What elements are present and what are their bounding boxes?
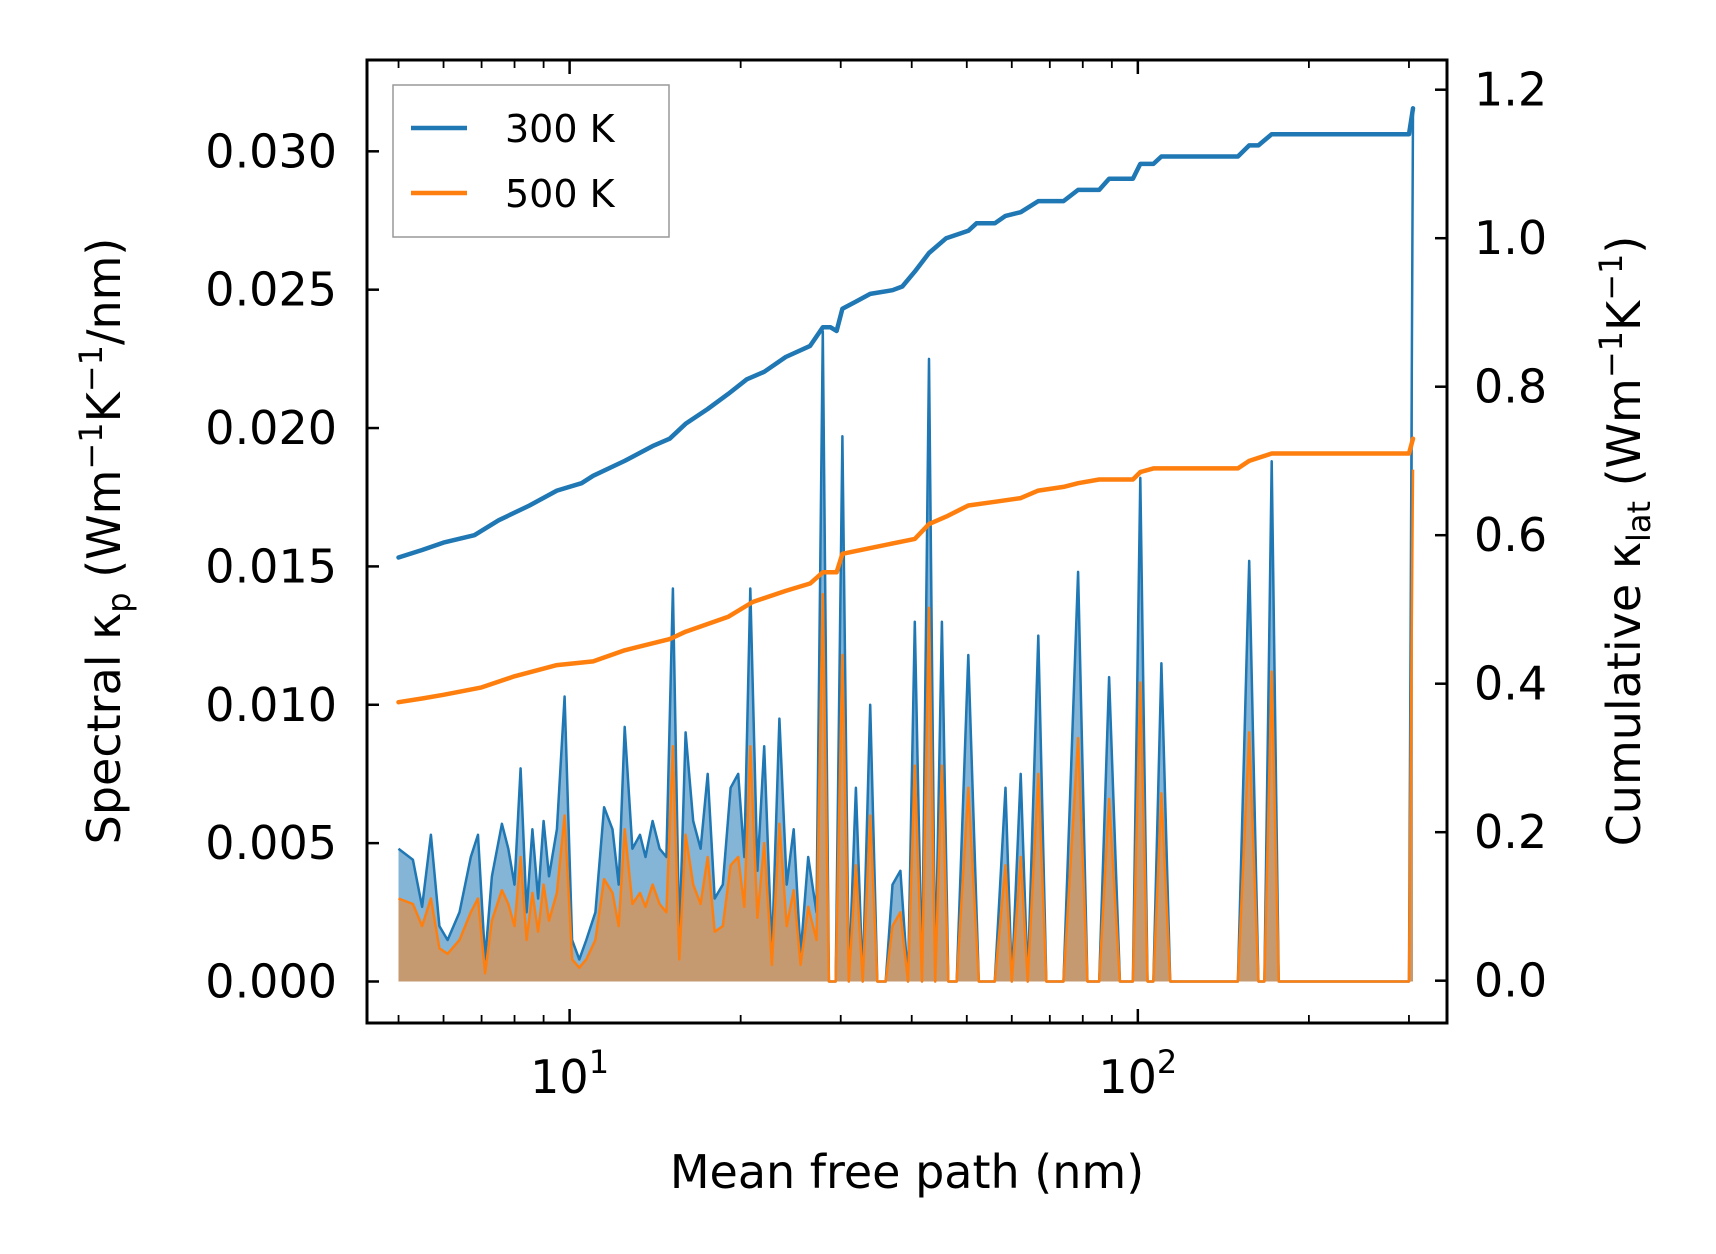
y-left-tick-label: 0.000	[205, 954, 337, 1008]
spectral-line-500k	[398, 469, 1415, 983]
x-tick-label: 101	[530, 1043, 609, 1104]
legend: 300 K 500 K	[392, 84, 670, 238]
y-left-tick-label: 0.020	[205, 401, 337, 455]
y-right-tick-label: 0.0	[1474, 954, 1547, 1008]
y-right-tick-label: 1.0	[1474, 211, 1547, 265]
y-left-tick-label: 0.010	[205, 678, 337, 732]
y-right-tick-label: 0.6	[1474, 508, 1547, 562]
cumulative-line-300k	[396, 106, 1416, 560]
y-left-tick-label: 0.005	[205, 816, 337, 870]
plot-area	[396, 106, 1416, 983]
plot-frame	[365, 58, 1449, 1025]
y-right-tick-label: 0.4	[1474, 657, 1547, 711]
y-right-axis-label: Cumulative κlat (Wm−1K−1)	[1592, 236, 1658, 847]
x-tick-label: 102	[1098, 1043, 1177, 1104]
x-axis-label: Mean free path (nm)	[670, 1145, 1144, 1199]
y-left-tick-label: 0.025	[205, 263, 337, 317]
y-left-axis-label: Spectral κp (Wm−1K−1/nm)	[72, 238, 138, 845]
y-right-tick-label: 0.8	[1474, 360, 1547, 414]
legend-label-500k: 500 K	[505, 172, 616, 216]
spectral-line-300k	[397, 109, 1415, 983]
legend-box	[392, 84, 670, 238]
y-left-tick-label: 0.030	[205, 124, 337, 178]
y-right-tick-label: 0.2	[1474, 805, 1547, 859]
legend-label-300k: 300 K	[505, 107, 616, 151]
axis-ticks: 0.000 0.005 0.010 0.015 0.020 0.025 0.030 0.0 0.…	[205, 60, 1547, 1104]
y-right-tick-label: 1.2	[1474, 63, 1547, 117]
cumulative-line-500k	[396, 436, 1416, 705]
y-left-tick-label: 0.015	[205, 539, 337, 593]
